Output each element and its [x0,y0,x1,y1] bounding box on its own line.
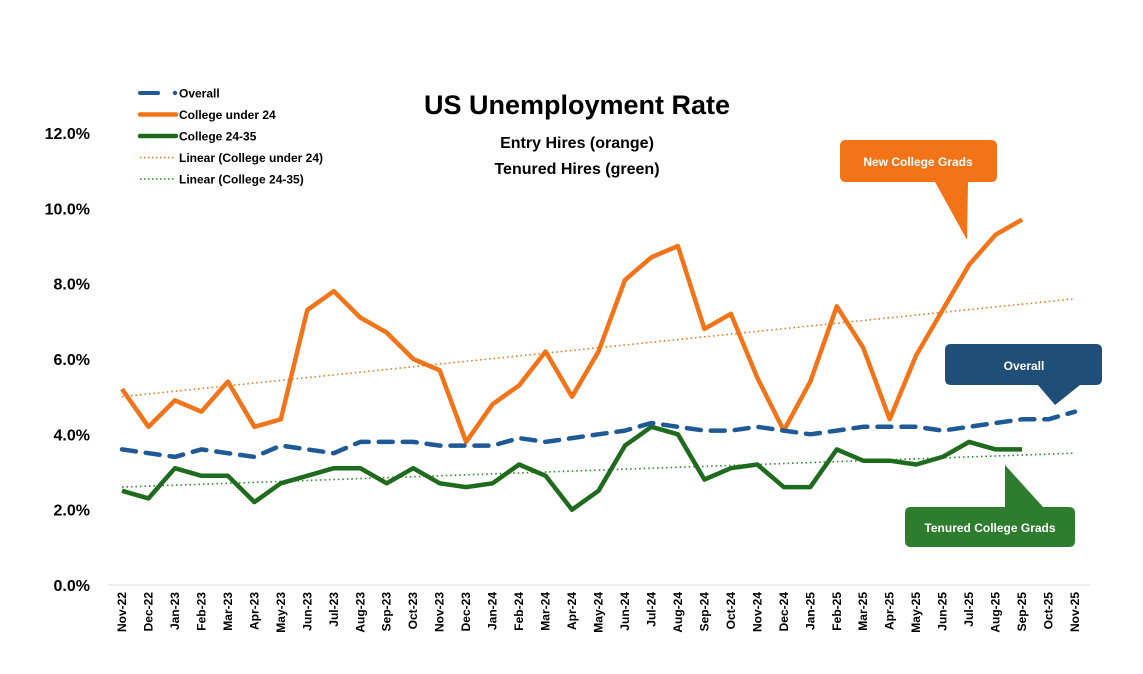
x-tick-label: Jun-24 [618,592,632,631]
callout-new-college-grads: New College Grads [840,140,997,240]
chart-title: US Unemployment Rate [424,90,730,120]
chart-subtitle-2: Tenured Hires (green) [494,161,659,178]
x-tick-label: Oct-23 [406,592,420,630]
x-tick-label: Sep-24 [697,592,711,632]
x-tick-label: Nov-24 [750,592,764,632]
y-tick-label: 4.0% [54,427,90,444]
x-tick-label: Oct-25 [1042,592,1056,630]
x-tick-label: Apr-24 [565,592,579,630]
x-tick-label: Apr-23 [247,592,261,630]
x-tick-label: Dec-24 [777,592,791,632]
x-tick-label: Apr-25 [883,592,897,630]
legend-label: Overall [179,87,220,101]
y-tick-label: 2.0% [54,503,90,520]
y-tick-label: 8.0% [54,277,90,294]
x-tick-label: Jul-23 [327,592,341,627]
x-axis: Nov-22 Dec-22 Jan-23 Feb-23 Mar-23 Apr-23 May-… [115,592,1082,633]
x-tick-label: Jul-25 [962,592,976,627]
legend-label: Linear (College 24-35) [179,173,304,187]
x-tick-label: Feb-24 [512,592,526,631]
legend: Overall College under 24 College 24-35 Line… [137,87,323,187]
callout-label: New College Grads [863,155,973,169]
y-tick-label: 6.0% [54,352,90,369]
x-tick-label: Jan-24 [486,592,500,630]
chart-subtitle-1: Entry Hires (orange) [500,135,654,152]
x-tick-label: Jul-24 [644,592,658,627]
x-tick-label: Feb-23 [194,592,208,631]
x-tick-label: Sep-25 [1015,592,1029,632]
y-tick-label: 0.0% [54,578,90,595]
callout-label: Overall [1004,359,1045,373]
x-tick-label: Aug-25 [989,592,1003,633]
callout-label: Tenured College Grads [924,521,1055,535]
x-tick-label: Feb-25 [830,592,844,631]
x-tick-label: May-25 [909,592,923,633]
x-tick-label: Mar-23 [221,592,235,631]
x-tick-label: Nov-23 [433,592,447,632]
x-tick-label: Dec-23 [459,592,473,632]
series-lines [119,217,1078,512]
callout-overall: Overall [945,344,1102,405]
y-tick-label: 10.0% [45,201,90,218]
x-tick-label: Dec-22 [141,592,155,632]
x-tick-label: Mar-25 [856,592,870,631]
x-tick-label: Jan-25 [803,592,817,630]
x-tick-label: Sep-23 [380,592,394,632]
x-tick-label: Aug-24 [671,592,685,633]
series-line-college-under-24 [120,217,1024,445]
legend-label: College 24-35 [179,130,257,144]
x-tick-label: Jan-23 [168,592,182,630]
x-tick-label: Mar-24 [539,592,553,631]
x-tick-label: Nov-22 [115,592,129,632]
y-axis: 0.0% 2.0% 4.0% 6.0% 8.0% 10.0% 12.0% [45,126,90,595]
x-tick-label: May-24 [592,592,606,633]
x-tick-label: Oct-24 [724,592,738,630]
x-tick-label: Jun-25 [936,592,950,631]
legend-swatch [172,90,178,96]
y-tick-label: 12.0% [45,126,90,143]
legend-label: College under 24 [179,108,276,122]
x-tick-label: May-23 [274,592,288,633]
x-tick-label: Nov-25 [1068,592,1082,632]
x-tick-label: Aug-23 [353,592,367,633]
callout-tenured-college-grads: Tenured College Grads [905,465,1075,547]
x-tick-label: Jun-23 [300,592,314,631]
legend-label: Linear (College under 24) [179,151,323,165]
